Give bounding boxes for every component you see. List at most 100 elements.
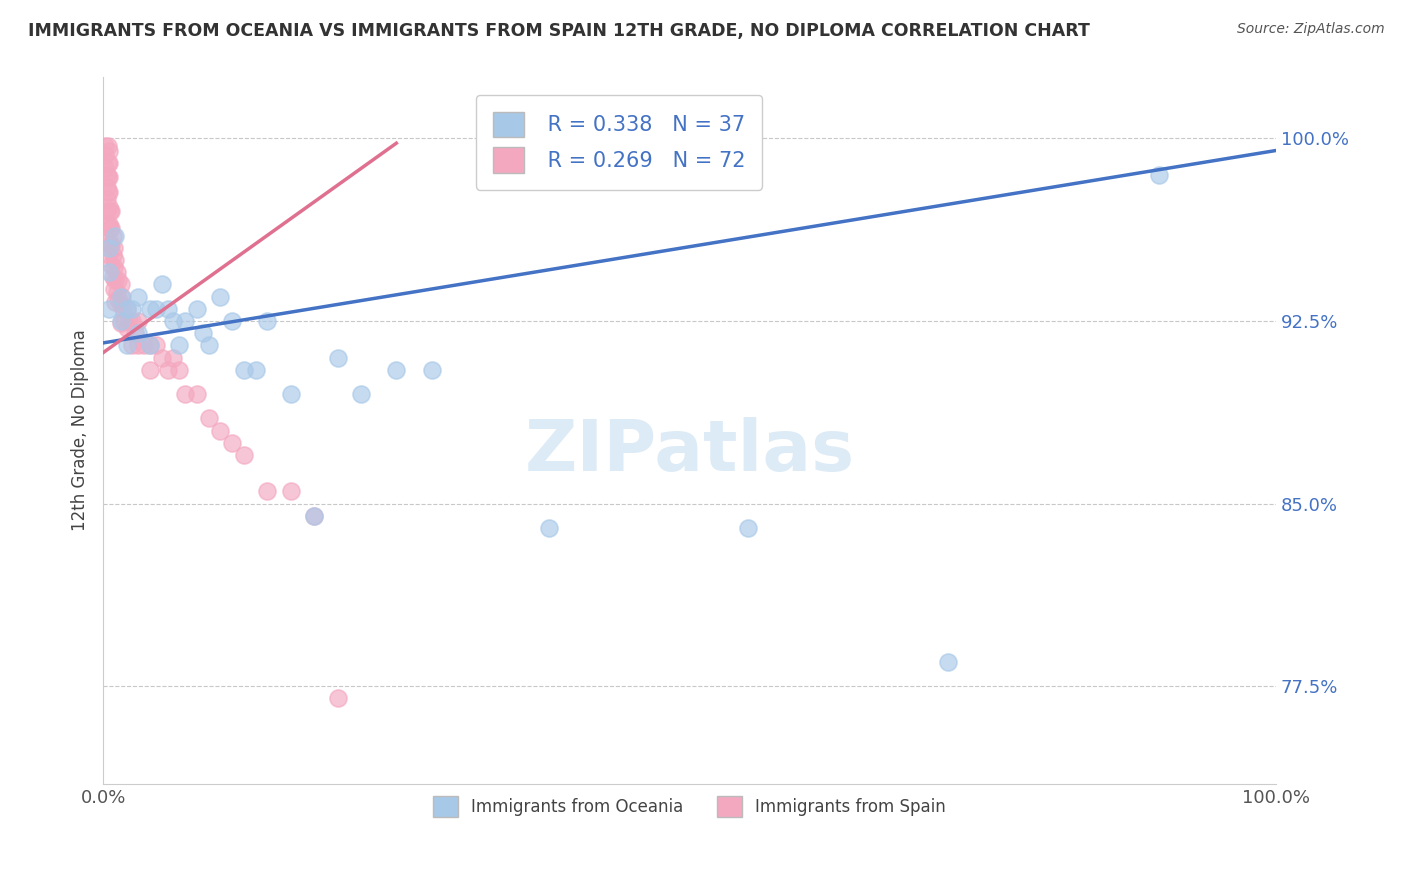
Point [101,248,124,262]
Point [326,691,349,706]
Point [97,155,120,169]
Point [97,185,120,199]
Point [98,217,121,231]
Point [104,253,127,268]
Point [209,424,232,438]
Point [232,362,254,376]
Point [98,301,121,316]
Point [145,301,167,316]
Point [156,301,179,316]
Point [110,277,132,292]
Point [100,238,122,252]
Point [97,138,120,153]
Point [197,411,219,425]
Point [162,314,184,328]
Text: ZIPatlas: ZIPatlas [524,417,855,486]
Point [127,326,149,341]
Point [737,521,759,535]
Point [107,272,129,286]
Text: Source: ZipAtlas.com: Source: ZipAtlas.com [1237,22,1385,37]
Point [112,314,135,328]
Point [221,314,243,328]
Point [197,338,219,352]
Point [256,314,278,328]
Point [96,204,118,219]
Point [94,138,117,153]
Point [110,297,132,311]
Point [97,170,120,185]
Point [101,270,124,285]
Point [121,338,143,352]
Point [100,221,122,235]
Point [127,338,149,352]
Point [302,508,325,523]
Point [115,321,138,335]
Text: IMMIGRANTS FROM OCEANIA VS IMMIGRANTS FROM SPAIN 12TH GRADE, NO DIPLOMA CORRELAT: IMMIGRANTS FROM OCEANIA VS IMMIGRANTS FR… [28,22,1090,40]
Point [280,387,302,401]
Point [121,301,143,316]
Point [103,282,125,296]
Point [98,170,121,185]
Point [127,290,149,304]
Point [98,241,121,255]
Point [110,317,132,331]
Point [385,362,408,376]
Point [98,144,121,158]
Point [420,362,443,376]
Point [98,200,121,214]
Point [150,277,173,292]
Point [98,155,121,169]
Point [209,290,232,304]
Point [98,221,121,235]
Point [98,234,121,248]
Point [162,351,184,365]
Point [115,338,138,352]
Point [118,314,141,328]
Point [96,180,118,194]
Point [100,258,122,272]
Point [98,248,121,262]
Point [104,294,127,309]
Point [110,290,132,304]
Point [94,148,117,162]
Point [537,521,560,535]
Point [174,314,197,328]
Point [111,290,134,304]
Point [302,508,325,523]
Point [98,185,121,199]
Point [139,338,162,352]
Point [98,204,121,219]
Point [139,301,162,316]
Point [103,241,125,255]
Point [150,351,173,365]
Point [936,655,959,669]
Point [169,362,191,376]
Point [105,285,128,299]
Point [232,448,254,462]
Point [121,314,143,328]
Point [110,314,132,328]
Point [139,338,162,352]
Point [186,387,208,401]
Point [1147,168,1170,182]
Point [101,228,124,243]
Point [139,362,162,376]
Point [96,192,118,206]
Point [156,362,179,376]
Point [96,168,118,182]
Point [191,326,214,341]
Point [115,301,138,316]
Point [112,301,135,316]
Point [145,338,167,352]
Point [96,217,118,231]
Point [94,161,117,175]
Point [127,314,149,328]
Point [115,301,138,316]
Point [98,265,121,279]
Point [124,326,146,341]
Point [169,338,191,352]
Point [105,265,128,279]
Point [100,204,122,219]
Point [103,260,125,275]
Point [174,387,197,401]
